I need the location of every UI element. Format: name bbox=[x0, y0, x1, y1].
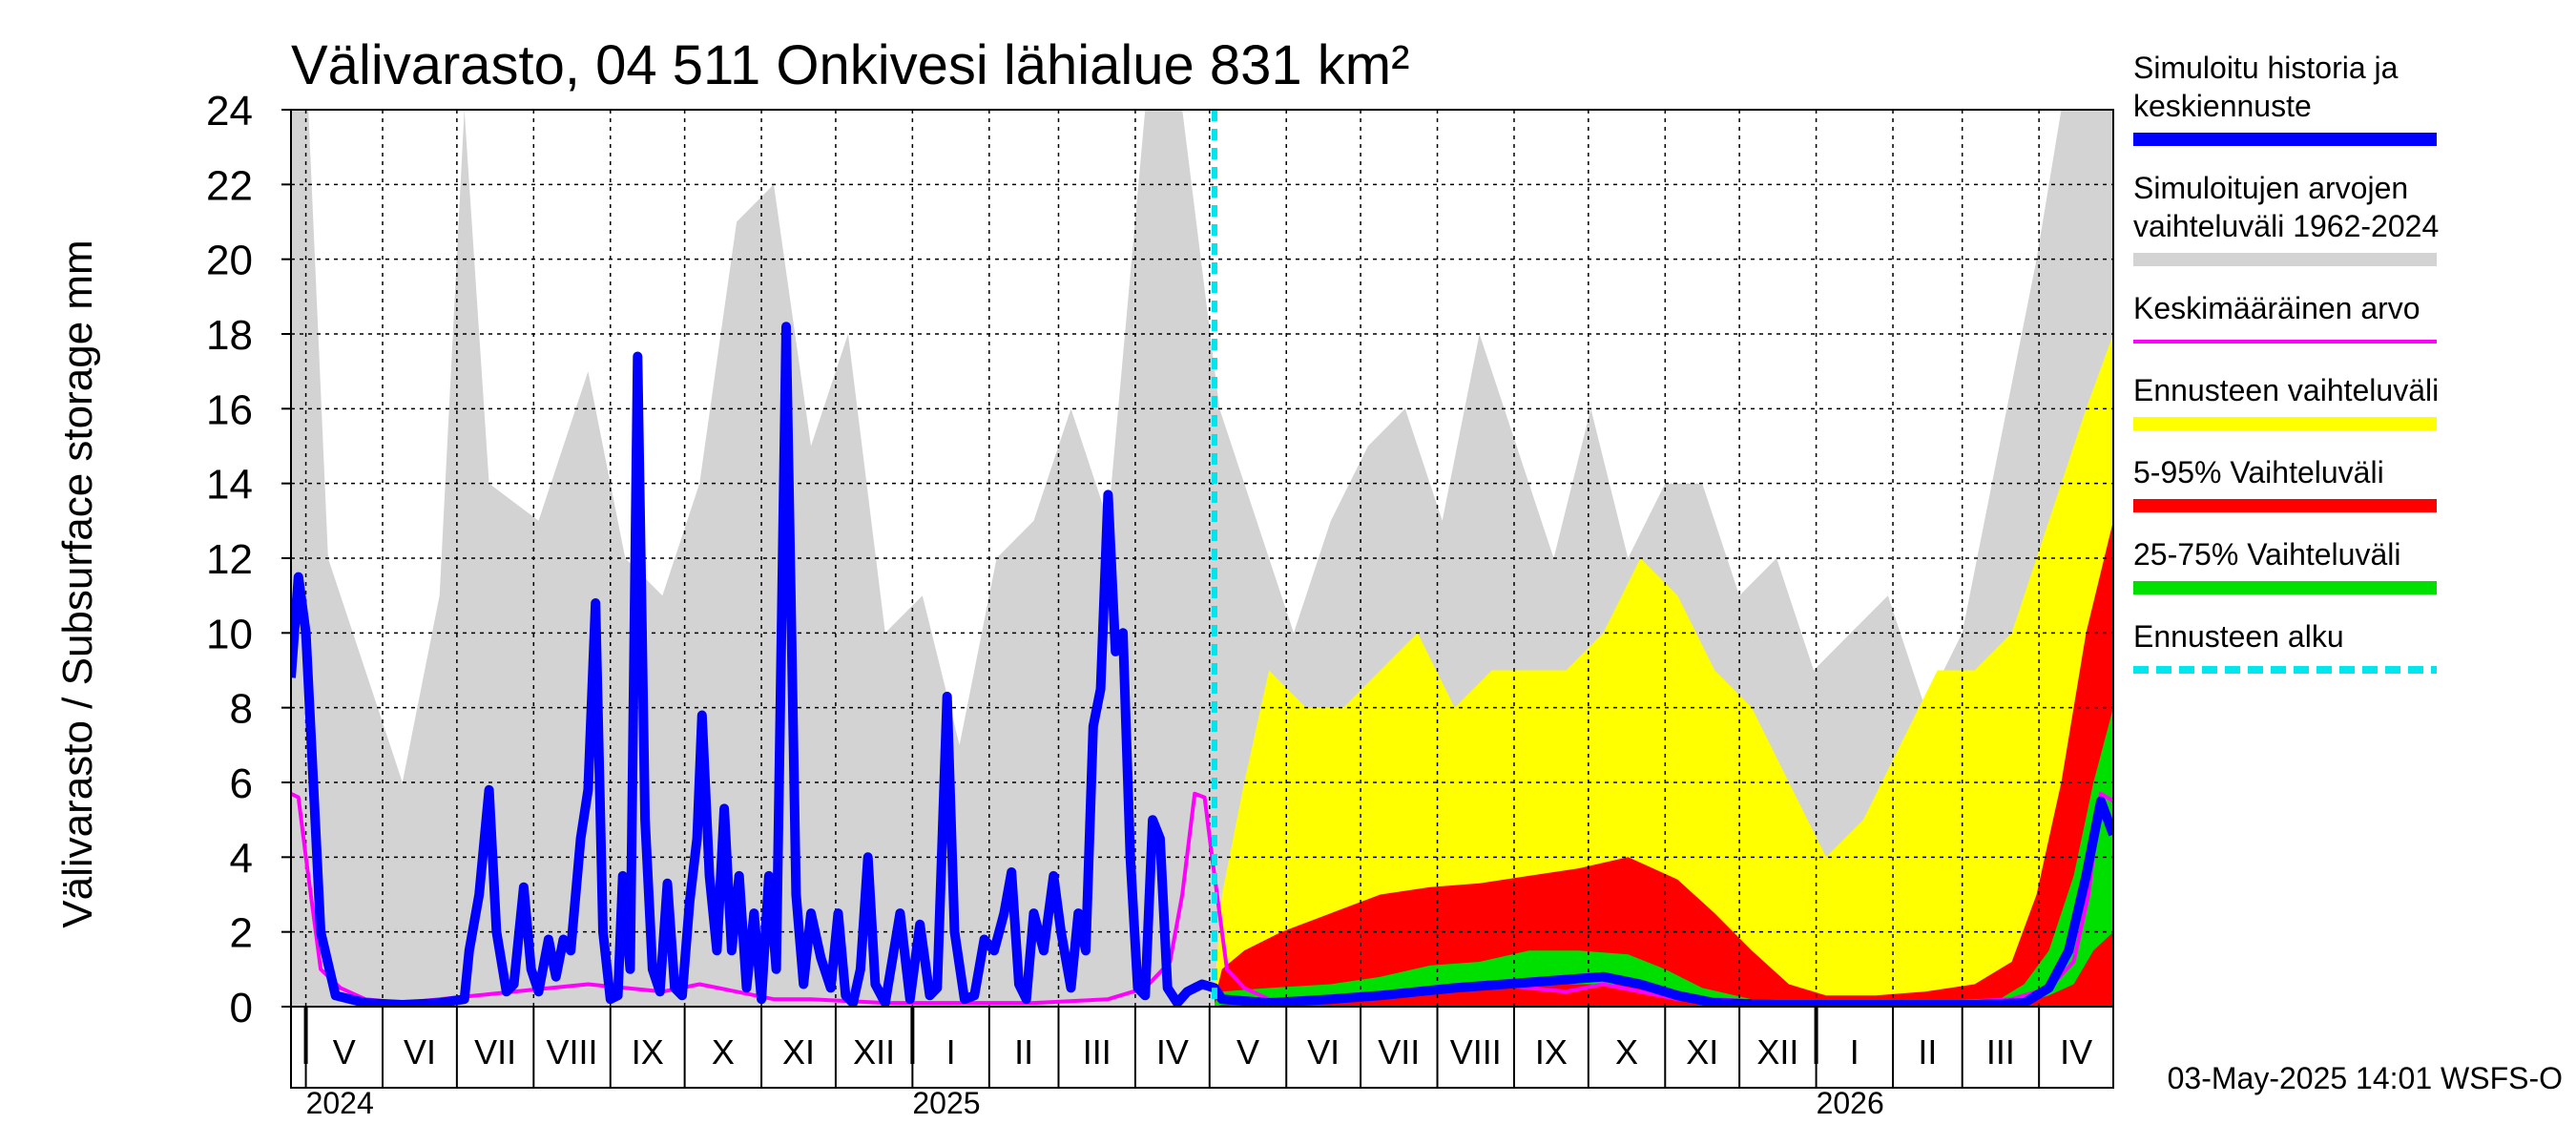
month-label-23: IV bbox=[2060, 1032, 2092, 1072]
y-tick-label-8: 16 bbox=[206, 386, 253, 433]
legend: Simuloitu historia ja keskiennuste Simuloi… bbox=[2133, 51, 2439, 674]
month-label-2: VII bbox=[474, 1032, 516, 1072]
month-label-10: III bbox=[1083, 1032, 1111, 1072]
month-label-15: VIII bbox=[1450, 1032, 1502, 1072]
y-tick-label-2: 4 bbox=[230, 835, 253, 882]
y-tick-label-1: 2 bbox=[230, 910, 253, 957]
month-label-13: VI bbox=[1307, 1032, 1340, 1072]
legend-label-4-0: 5-95% Vaihteluväli bbox=[2133, 455, 2384, 489]
x-labels: V VI VII VIII IX X XI XII I II III IV V VI VII VIII IX X X… bbox=[303, 1007, 2092, 1120]
band-2 bbox=[1215, 520, 2113, 1007]
month-label-19: XII bbox=[1756, 1032, 1798, 1072]
y-tick-label-3: 6 bbox=[230, 760, 253, 807]
month-label-6: XI bbox=[782, 1032, 815, 1072]
y-tick-label-10: 20 bbox=[206, 238, 253, 284]
month-label-8: I bbox=[946, 1032, 956, 1072]
y-tick-label-0: 0 bbox=[230, 985, 253, 1031]
month-label-16: IX bbox=[1535, 1032, 1568, 1072]
timestamp-footer: 03-May-2025 14:01 WSFS-O bbox=[2168, 1061, 2563, 1095]
band-1 bbox=[1215, 334, 2113, 1007]
y-tick-label-9: 18 bbox=[206, 312, 253, 359]
month-label-22: III bbox=[1986, 1032, 2015, 1072]
year-label-0: 2024 bbox=[306, 1086, 374, 1120]
month-label-21: II bbox=[1918, 1032, 1937, 1072]
legend-label-6-0: Ennusteen alku bbox=[2133, 619, 2344, 654]
month-label-7: XII bbox=[853, 1032, 895, 1072]
y-tick-label-6: 12 bbox=[206, 536, 253, 583]
month-label-4: IX bbox=[632, 1032, 664, 1072]
legend-label-1-1: vaihteluväli 1962-2024 bbox=[2133, 209, 2439, 243]
y-tick-label-12: 24 bbox=[206, 88, 253, 135]
legend-label-3-0: Ennusteen vaihteluväli bbox=[2133, 373, 2439, 407]
y-tick-label-11: 22 bbox=[206, 162, 253, 209]
legend-label-2-0: Keskimääräinen arvo bbox=[2133, 291, 2420, 325]
y-tick-label-7: 14 bbox=[206, 462, 253, 509]
month-label-9: II bbox=[1014, 1032, 1033, 1072]
y-tick-label-4: 8 bbox=[230, 686, 253, 733]
month-label-1: VI bbox=[404, 1032, 436, 1072]
y-axis-label: Välivarasto / Subsurface storage mm bbox=[54, 239, 101, 927]
year-label-1: 2025 bbox=[912, 1086, 980, 1120]
month-label-0: V bbox=[333, 1032, 356, 1072]
month-label-12: V bbox=[1236, 1032, 1259, 1072]
month-label-11: IV bbox=[1156, 1032, 1189, 1072]
month-label-3: VIII bbox=[547, 1032, 598, 1072]
month-label-18: XI bbox=[1686, 1032, 1718, 1072]
legend-label-5-0: 25-75% Vaihteluväli bbox=[2133, 537, 2400, 572]
legend-label-1-0: Simuloitujen arvojen bbox=[2133, 171, 2408, 205]
series-line-5 bbox=[291, 322, 2113, 1007]
year-label-2: 2026 bbox=[1817, 1086, 1884, 1120]
legend-label-0-0: Simuloitu historia ja bbox=[2133, 51, 2399, 85]
month-label-5: X bbox=[712, 1032, 735, 1072]
month-label-20: I bbox=[1850, 1032, 1859, 1072]
month-band-frame bbox=[290, 1006, 2114, 1089]
legend-label-0-1: keskiennuste bbox=[2133, 89, 2312, 123]
month-label-14: VII bbox=[1378, 1032, 1420, 1072]
month-label-17: X bbox=[1615, 1032, 1638, 1072]
chart-title: Välivarasto, 04 511 Onkivesi lähialue 83… bbox=[291, 34, 1409, 96]
series-lines bbox=[291, 110, 2113, 1007]
y-tick-label-5: 10 bbox=[206, 611, 253, 657]
